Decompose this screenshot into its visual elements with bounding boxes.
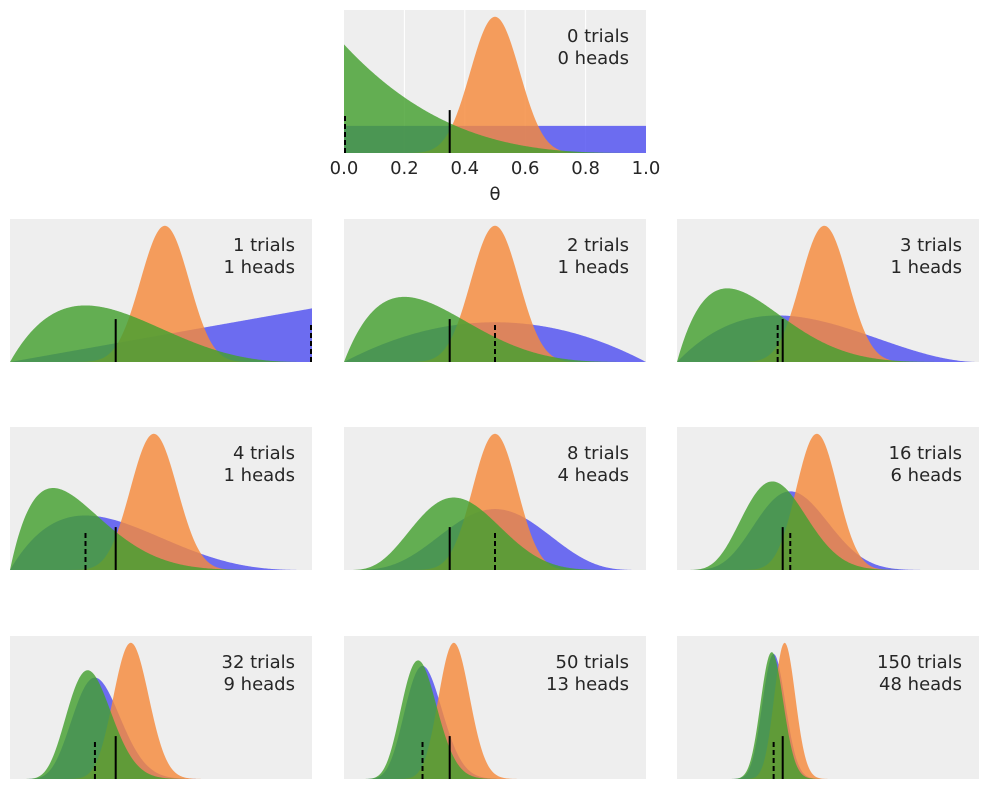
posterior-area-bell — [677, 433, 979, 570]
posterior-area-bell — [344, 433, 646, 570]
posterior-area-skewed — [677, 288, 979, 362]
posterior-area-bell — [677, 225, 979, 362]
heads-label: 1 heads — [224, 465, 296, 486]
panel-background — [677, 636, 979, 779]
posterior-area-bell — [10, 642, 312, 779]
trials-label: 150 trials — [877, 652, 962, 673]
posterior-area-skewed — [344, 296, 646, 362]
trials-label: 4 trials — [233, 443, 295, 464]
x-tick-label: 1.0 — [632, 158, 661, 179]
trials-label: 1 trials — [233, 235, 295, 256]
posterior-area-skewed — [344, 660, 646, 779]
trials-label: 8 trials — [567, 443, 629, 464]
x-tick-label: 0.6 — [511, 158, 540, 179]
posterior-area-bell — [344, 225, 646, 362]
trials-label: 16 trials — [889, 443, 963, 464]
heads-label: 48 heads — [879, 674, 962, 695]
heads-label: 1 heads — [891, 257, 963, 278]
x-tick-label: 0.2 — [390, 158, 419, 179]
trials-label: 2 trials — [567, 235, 629, 256]
heads-label: 4 heads — [558, 465, 630, 486]
heads-label: 1 heads — [558, 257, 630, 278]
trials-label: 0 trials — [567, 26, 629, 47]
posterior-area-skewed — [10, 305, 312, 362]
heads-label: 6 heads — [891, 465, 963, 486]
trials-label: 3 trials — [900, 235, 962, 256]
posterior-area-bell — [10, 225, 312, 362]
x-tick-label: 0.8 — [571, 158, 600, 179]
posterior-area-skewed — [344, 44, 646, 154]
posterior-area-skewed — [10, 670, 312, 779]
x-tick-label: 0.4 — [450, 158, 479, 179]
trials-label: 50 trials — [556, 652, 630, 673]
heads-label: 13 heads — [546, 674, 629, 695]
x-tick-label: 0.0 — [330, 158, 359, 179]
heads-label: 1 heads — [224, 257, 296, 278]
x-axis-label: θ — [489, 184, 500, 205]
heads-label: 9 heads — [224, 674, 296, 695]
trials-label: 32 trials — [222, 652, 296, 673]
posterior-area-skewed — [677, 481, 979, 570]
posterior-area-bell — [10, 433, 312, 570]
posterior-area-bell — [344, 16, 646, 154]
heads-label: 0 heads — [558, 48, 630, 69]
